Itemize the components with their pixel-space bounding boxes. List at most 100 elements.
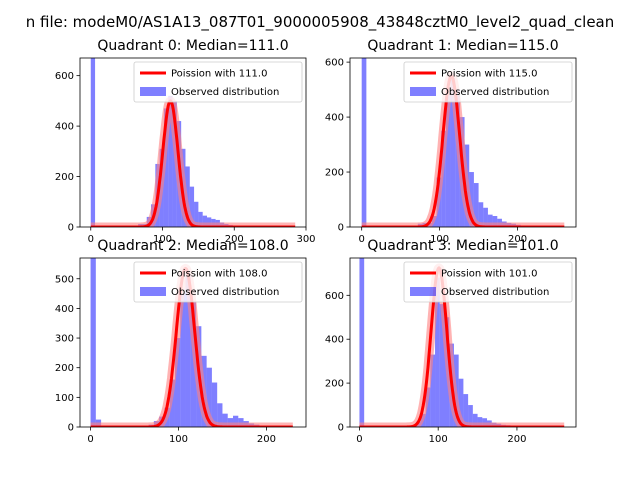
y-tick-label: 400 [325, 113, 344, 124]
x-tick-label: 0 [359, 234, 365, 245]
histogram-bar [190, 302, 197, 427]
subplot-3: 0 100 200 0 200 400 600 Quadrant 3: Median=101.… [325, 238, 577, 445]
legend-fit-label: Poission with 115.0 [441, 69, 537, 80]
x-tick-label: 100 [169, 434, 188, 445]
legend-hist-label: Observed distribution [171, 287, 279, 298]
y-tick-label: 200 [55, 363, 74, 374]
histogram-bar [478, 202, 484, 227]
x-tick-label: 200 [507, 434, 526, 445]
histogram-bar [463, 394, 469, 427]
legend-hist-swatch [410, 87, 436, 96]
histogram-bar [189, 186, 195, 227]
legend-hist-swatch [410, 287, 436, 296]
histogram-bar [174, 338, 181, 427]
y-tick-label: 400 [55, 304, 74, 315]
subplot-title: Quadrant 1: Median=115.0 [367, 38, 558, 54]
histogram-bar [194, 201, 199, 227]
legend-box [403, 261, 573, 303]
legend-box [133, 261, 303, 303]
y-tick-label: 400 [55, 122, 74, 133]
histogram-bar [361, 58, 367, 227]
figure-suptitle: n file: modeM0/AS1A13_087T01_9000005908_… [26, 13, 615, 32]
legend-fit-label: Poission with 101.0 [441, 269, 537, 280]
legend-fit-label: Poission with 111.0 [171, 69, 267, 80]
fit-curve [90, 99, 296, 227]
histogram-bar [435, 277, 440, 427]
histogram-bar [172, 100, 177, 227]
axes-frame [349, 57, 577, 228]
y-tick-label: 600 [55, 71, 74, 82]
y-tick-label: 0 [338, 223, 344, 234]
x-tick-label: 200 [225, 234, 244, 245]
histogram-bar [168, 95, 173, 227]
y-tick-label: 200 [55, 172, 74, 183]
legend: Poission with 115.0 Observed distribution [403, 61, 573, 103]
histogram-bar [425, 387, 431, 427]
x-tick-label: 0 [88, 234, 94, 245]
histogram-bar [483, 207, 488, 227]
legend-fit-label: Poission with 108.0 [171, 269, 267, 280]
y-tick-label: 600 [325, 58, 344, 69]
histogram-bar [90, 258, 96, 427]
y-tick-label: 200 [325, 168, 344, 179]
histogram-bar [222, 413, 228, 427]
histogram-bar [180, 293, 186, 427]
subplot-title: Quadrant 0: Median=111.0 [97, 38, 288, 54]
histogram-bar [211, 382, 218, 427]
y-tick-label: 0 [338, 423, 344, 434]
histogram-bar [163, 108, 169, 227]
y-tick-label: 0 [68, 223, 74, 234]
histogram-bar [185, 275, 191, 427]
legend: Poission with 101.0 Observed distribution [403, 261, 573, 303]
subplot-grid: 0 100 200 300 0 200 400 600 Quadrant 0: Median=1… [55, 38, 577, 445]
y-tick-label: 0 [68, 423, 74, 434]
legend: Poission with 111.0 Observed distribution [133, 61, 303, 103]
histogram-bar [217, 403, 223, 427]
y-tick-label: 600 [325, 291, 344, 302]
histogram-bar [468, 405, 473, 427]
legend-hist-swatch [140, 287, 166, 296]
histogram-bar [206, 367, 212, 427]
histogram-bar [359, 258, 365, 427]
histogram-bar [90, 58, 96, 227]
axes-frame [349, 257, 577, 428]
legend-hist-label: Observed distribution [441, 87, 549, 98]
histogram-bar [198, 211, 203, 227]
x-tick-label: 0 [356, 434, 362, 445]
histogram-bar [202, 215, 207, 227]
subplot-2: 0 100 200 0 100 200 300 400 500 Quadrant 2: Media… [55, 238, 307, 445]
histogram-bar [445, 95, 451, 227]
subplot-1: 0 100 200 0 200 400 600 Quadrant 1: Median=115.… [325, 38, 577, 245]
x-tick-label: 200 [508, 234, 527, 245]
x-tick-label: 300 [296, 234, 315, 245]
histogram-bar [233, 415, 239, 427]
subplot-title: Quadrant 3: Median=101.0 [367, 238, 558, 254]
legend-box [133, 61, 303, 103]
legend-hist-label: Observed distribution [441, 287, 549, 298]
histogram-bar [473, 183, 479, 227]
axes-frame [79, 57, 307, 228]
histogram-bar [487, 214, 493, 227]
y-tick-label: 300 [55, 334, 74, 345]
histogram-bar [458, 378, 464, 427]
histogram-bar [492, 216, 498, 227]
y-tick-label: 500 [55, 274, 74, 285]
histogram-bar [472, 413, 478, 427]
histogram-bar [439, 304, 445, 427]
fit-curve [358, 266, 565, 427]
subplot-title: Quadrant 2: Median=108.0 [97, 238, 288, 254]
legend-hist-swatch [140, 87, 166, 96]
histogram-bar [469, 172, 474, 227]
x-tick-label: 0 [87, 434, 93, 445]
histogram-bar [206, 217, 212, 227]
legend: Poission with 108.0 Observed distribution [133, 261, 303, 303]
fit-curve [361, 74, 565, 227]
histogram-bar [441, 130, 446, 227]
legend-box [403, 61, 573, 103]
x-tick-label: 100 [430, 234, 449, 245]
histogram-bar [450, 78, 456, 227]
histogram-bar [430, 354, 436, 427]
histogram-bar [169, 379, 175, 427]
